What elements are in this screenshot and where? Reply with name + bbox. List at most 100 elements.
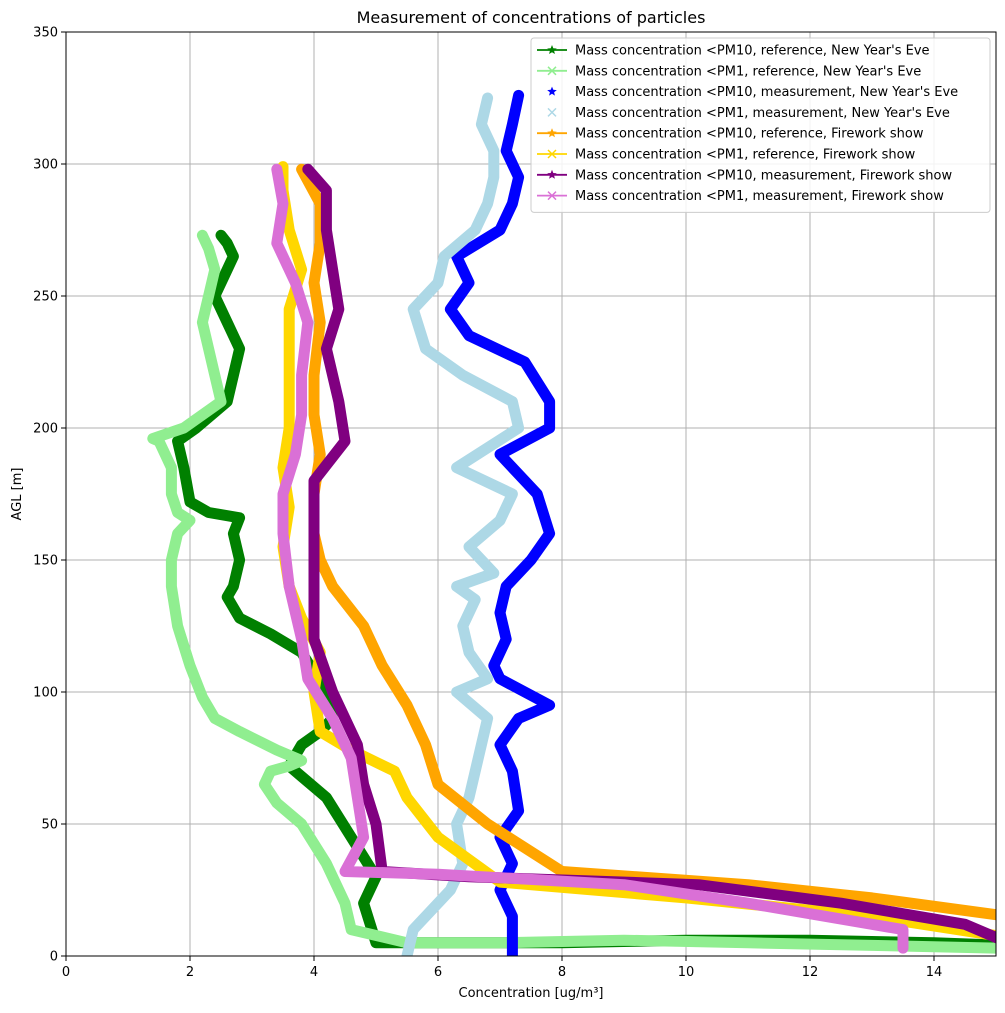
data-point [546,425,553,431]
data-point [422,345,430,353]
data-point [353,794,361,802]
legend-label: Mass concentration <PM1, measurement, Fi… [575,189,944,204]
data-point [509,913,516,920]
data-point [342,438,348,445]
y-tick-label: 300 [33,158,58,173]
legend-entry: Mass concentration <PM1, reference, New … [537,64,921,79]
data-point [298,635,306,643]
data-point [490,147,498,155]
data-point [279,530,287,538]
data-point [360,781,367,788]
data-point [273,746,281,754]
data-point [744,939,752,947]
legend-marker [547,66,557,76]
data-point [503,636,510,643]
data-point [509,953,516,956]
data-point [298,741,305,748]
data-point [311,279,317,286]
legend-marker [547,149,557,159]
data-point [298,773,305,780]
data-point [285,345,293,353]
data-point [477,120,485,128]
data-point [155,437,163,445]
legend: Mass concentration <PM10, reference, New… [530,37,991,213]
y-tick-label: 150 [33,554,58,569]
data-point [899,926,907,934]
y-tick-label: 50 [41,818,58,833]
data-point [534,491,541,497]
data-point [515,92,522,99]
data-point [869,894,875,901]
legend-entry: Mass concentration <PM1, measurement, Ne… [547,106,950,121]
data-point [744,899,752,907]
data-point [992,944,996,952]
data-point [453,582,461,590]
data-point [205,509,212,516]
data-point [317,319,324,326]
data-point [379,662,386,669]
data-point [484,675,492,683]
data-point [484,714,492,722]
data-point [868,941,876,949]
data-point [205,345,213,353]
data-point [311,477,317,484]
series-layer [147,89,996,956]
data-point [317,240,324,247]
data-point [868,912,876,920]
data-point [311,530,317,537]
data-point [496,939,504,947]
data-point [347,926,355,934]
data-point [279,490,287,498]
data-point [298,266,306,274]
data-point [435,781,441,788]
data-point [465,648,473,656]
data-point [496,516,504,524]
x-tick-label: 4 [310,965,318,980]
legend-marker [547,86,557,96]
data-point [186,662,194,670]
data-point [559,868,565,875]
data-point [285,582,293,590]
data-point [316,728,324,736]
x-tick-label: 0 [62,965,70,980]
data-point [465,794,473,802]
data-point [471,767,479,775]
data-point [497,741,503,748]
data-point [546,398,553,405]
data-point [335,306,342,313]
series-2 [147,229,996,954]
data-point [471,226,479,234]
data-point [521,359,528,365]
data-point [515,715,522,722]
data-point [620,936,628,944]
data-point [230,253,237,260]
data-point [962,921,968,928]
data-point [503,147,510,154]
data-point [508,490,516,498]
x-tick-label: 6 [434,965,442,980]
legend-marker [547,45,557,54]
data-point [484,200,492,208]
data-point [198,318,206,326]
data-point [291,450,299,458]
data-point [509,121,516,128]
data-point [497,227,503,233]
data-point [198,693,206,701]
data-point [409,305,417,313]
data-point [409,926,417,934]
legend-entry: Mass concentration <PM10, reference, New… [537,44,930,59]
data-point [224,593,231,600]
x-tick-label: 12 [802,965,819,980]
data-point [403,794,411,802]
data-point [167,464,175,472]
legend-label: Mass concentration <PM10, reference, New… [575,44,930,59]
y-tick-label: 100 [33,686,58,701]
data-point [298,371,306,379]
tick-layer: 0 2 4 6 8 10 12 14 0 50 100 150 200 250 300 350 [33,26,942,981]
data-point [341,899,349,907]
data-point [484,821,491,827]
legend-label: Mass concentration <PM1, reference, New … [575,64,921,79]
data-point [285,384,293,392]
data-point [508,398,516,406]
data-point [528,557,534,563]
